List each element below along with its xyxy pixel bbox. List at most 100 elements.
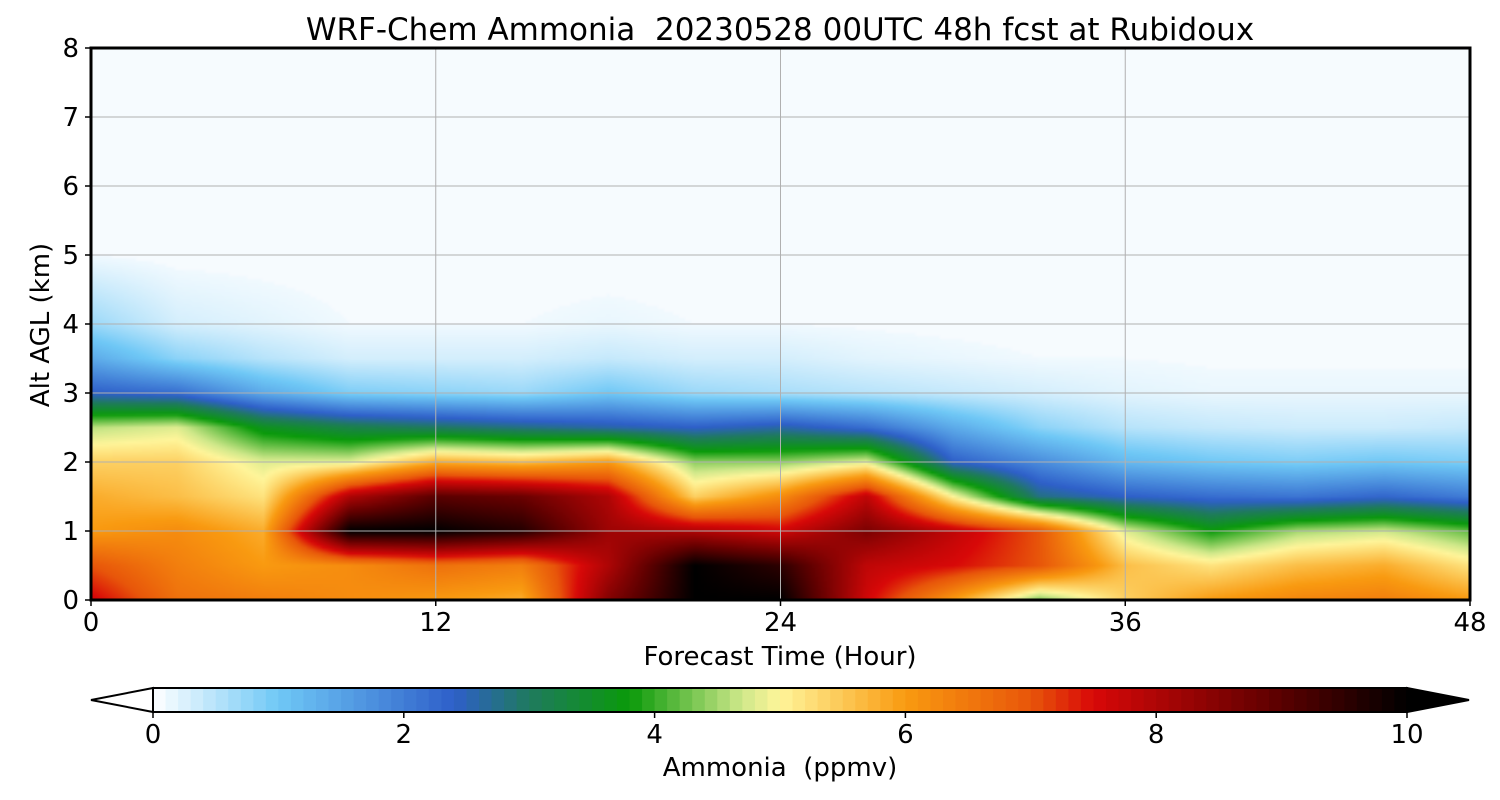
colorbar-min-extend-arrow bbox=[90, 686, 154, 714]
x-tick-label-3: 36 bbox=[1109, 608, 1142, 638]
colorbar-cell-27 bbox=[491, 688, 505, 712]
y-tick-label-1: 1 bbox=[62, 517, 79, 547]
colorbar-cell-92 bbox=[1306, 688, 1320, 712]
colorbar-cell-79 bbox=[1143, 688, 1157, 712]
chart-title: WRF-Chem Ammonia 20230528 00UTC 48h fcst… bbox=[306, 12, 1254, 48]
colorbar-cell-38 bbox=[629, 688, 643, 712]
colorbar-cell-26 bbox=[479, 688, 493, 712]
colorbar-cell-28 bbox=[504, 688, 518, 712]
y-tick-label-8: 8 bbox=[62, 34, 79, 64]
colorbar-cell-42 bbox=[679, 688, 693, 712]
colorbar-cell-96 bbox=[1356, 688, 1370, 712]
colorbar-cell-76 bbox=[1106, 688, 1120, 712]
colorbar-cell-84 bbox=[1206, 688, 1220, 712]
colorbar-cell-86 bbox=[1231, 688, 1245, 712]
colorbar-cell-67 bbox=[993, 688, 1007, 712]
colorbar-label: Ammonia (ppmv) bbox=[663, 753, 898, 783]
colorbar-cell-95 bbox=[1344, 688, 1358, 712]
colorbar-cell-7 bbox=[240, 688, 254, 712]
colorbar-cell-10 bbox=[278, 688, 292, 712]
y-tick-label-5: 5 bbox=[62, 241, 79, 271]
colorbar-cell-80 bbox=[1156, 688, 1170, 712]
colorbar-cell-29 bbox=[516, 688, 530, 712]
colorbar-cell-9 bbox=[265, 688, 279, 712]
colorbar-cell-48 bbox=[754, 688, 769, 712]
colorbar-cell-61 bbox=[917, 688, 932, 712]
colorbar-cell-14 bbox=[328, 688, 342, 712]
y-tick-label-7: 7 bbox=[62, 103, 79, 133]
colorbar-cell-11 bbox=[290, 688, 305, 712]
colorbar-cell-5 bbox=[215, 688, 229, 712]
colorbar-cell-17 bbox=[366, 688, 380, 712]
colorbar-tick-label-2: 4 bbox=[646, 720, 663, 750]
colorbar-cell-39 bbox=[642, 688, 656, 712]
grid bbox=[91, 48, 1470, 600]
colorbar-cell-35 bbox=[591, 688, 606, 712]
colorbar-cell-49 bbox=[767, 688, 781, 712]
colorbar-cell-44 bbox=[704, 688, 718, 712]
colorbar-cell-66 bbox=[980, 688, 994, 712]
colorbar-cell-40 bbox=[654, 688, 668, 712]
colorbar-cell-70 bbox=[1030, 688, 1044, 712]
x-tick-label-4: 48 bbox=[1453, 608, 1486, 638]
colorbar-cell-41 bbox=[667, 688, 681, 712]
colorbar-cell-54 bbox=[830, 688, 844, 712]
colorbar-cell-99 bbox=[1394, 688, 1408, 712]
colorbar-cell-65 bbox=[968, 688, 982, 712]
colorbar-cell-1 bbox=[165, 688, 179, 712]
y-axis: 0 1 2 3 4 5 6 7 8 bbox=[62, 34, 91, 616]
colorbar-cell-33 bbox=[566, 688, 580, 712]
y-tick-label-4: 4 bbox=[62, 310, 79, 340]
y-tick-label-2: 2 bbox=[62, 448, 79, 478]
colorbar-cell-83 bbox=[1193, 688, 1207, 712]
colorbar-cell-69 bbox=[1018, 688, 1032, 712]
colorbar-cell-16 bbox=[353, 688, 367, 712]
colorbar-cell-19 bbox=[391, 688, 405, 712]
y-tick-label-3: 3 bbox=[62, 379, 79, 409]
x-axis: 0 12 24 36 48 bbox=[83, 600, 1487, 638]
y-tick-label-6: 6 bbox=[62, 172, 79, 202]
colorbar-tick-label-1: 2 bbox=[396, 720, 413, 750]
colorbar-cell-98 bbox=[1381, 688, 1396, 712]
x-axis-label: Forecast Time (Hour) bbox=[643, 642, 916, 672]
colorbar-cell-77 bbox=[1118, 688, 1132, 712]
colorbar-cell-46 bbox=[729, 688, 743, 712]
colorbar-cell-55 bbox=[842, 688, 856, 712]
x-tick-label-0: 0 bbox=[83, 608, 100, 638]
colorbar-cell-74 bbox=[1080, 688, 1095, 712]
colorbar-cell-82 bbox=[1181, 688, 1195, 712]
colorbar-cell-53 bbox=[817, 688, 831, 712]
colorbar-cell-57 bbox=[867, 688, 881, 712]
x-tick-label-1: 12 bbox=[419, 608, 452, 638]
colorbar-cell-3 bbox=[190, 688, 204, 712]
colorbar-cell-23 bbox=[441, 688, 455, 712]
colorbar-cell-25 bbox=[466, 688, 480, 712]
colorbar-cell-93 bbox=[1319, 688, 1333, 712]
colorbar-cell-50 bbox=[780, 688, 794, 712]
colorbar-frame bbox=[152, 687, 1408, 713]
colorbar-tick-label-3: 6 bbox=[897, 720, 914, 750]
colorbar-cell-30 bbox=[529, 688, 543, 712]
colorbar-cell-63 bbox=[943, 688, 957, 712]
colorbar-cell-4 bbox=[203, 688, 217, 712]
colorbar-cell-45 bbox=[717, 688, 731, 712]
colorbar-cell-90 bbox=[1281, 688, 1295, 712]
colorbar-cell-18 bbox=[378, 688, 392, 712]
y-axis-label: Alt AGL (km) bbox=[26, 243, 56, 407]
colorbar-cell-22 bbox=[428, 688, 443, 712]
colorbar-max-extend-arrow bbox=[1406, 686, 1470, 714]
colorbar-cell-64 bbox=[955, 688, 969, 712]
colorbar-cell-78 bbox=[1131, 688, 1145, 712]
colorbar-cell-62 bbox=[930, 688, 944, 712]
colorbar-cell-32 bbox=[554, 688, 568, 712]
colorbar-tick-label-4: 8 bbox=[1148, 720, 1165, 750]
colorbar-tick-label-5: 10 bbox=[1390, 720, 1423, 750]
colorbar-cell-52 bbox=[805, 688, 819, 712]
colorbar-cell-91 bbox=[1294, 688, 1308, 712]
colorbar-cell-97 bbox=[1369, 688, 1383, 712]
colorbar-cell-15 bbox=[341, 688, 355, 712]
colorbar-cell-81 bbox=[1168, 688, 1182, 712]
colorbar: 0 2 4 6 8 10 bbox=[90, 686, 1470, 750]
colorbar-cell-0 bbox=[153, 688, 167, 712]
